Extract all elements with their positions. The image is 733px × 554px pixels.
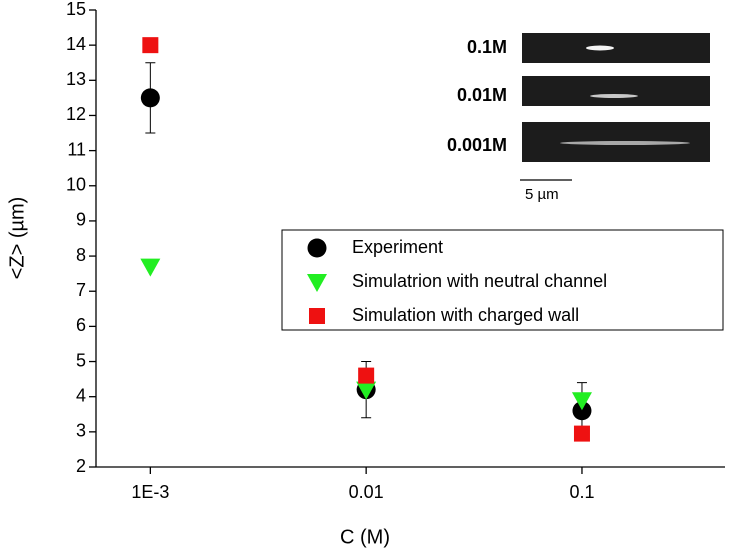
inset-image: [522, 33, 710, 63]
legend-marker: [309, 308, 325, 324]
inset-streak: [586, 45, 614, 51]
y-tick-label: 13: [66, 69, 86, 89]
y-tick-label: 4: [76, 385, 86, 405]
legend-label: Simulation with charged wall: [352, 305, 579, 325]
legend-marker: [307, 238, 327, 258]
inset-label: 0.01M: [457, 85, 507, 105]
inset-streak: [560, 141, 690, 145]
x-tick-label: 0.1: [569, 482, 594, 502]
y-tick-label: 7: [76, 280, 86, 300]
legend-marker: [307, 274, 327, 292]
y-tick-label: 8: [76, 245, 86, 265]
inset-label: 0.001M: [447, 135, 507, 155]
y-axis-title: <Z> (µm): [6, 197, 28, 280]
y-tick-label: 12: [66, 104, 86, 124]
point: [140, 88, 160, 108]
y-tick-label: 3: [76, 421, 86, 441]
inset-image: [522, 76, 710, 106]
point: [571, 392, 592, 411]
point: [140, 258, 161, 277]
point: [573, 425, 590, 442]
y-tick-label: 15: [66, 0, 86, 19]
y-tick-label: 10: [66, 175, 86, 195]
inset-streak: [590, 94, 638, 98]
x-axis-title: C (M): [340, 526, 390, 548]
x-tick-label: 1E-3: [131, 482, 169, 502]
legend-label: Simulatrion with neutral channel: [352, 271, 607, 291]
x-tick-label: 0.01: [349, 482, 384, 502]
y-tick-label: 11: [67, 139, 86, 159]
inset-label: 0.1M: [467, 37, 507, 57]
y-tick-label: 6: [76, 315, 86, 335]
point: [572, 401, 592, 421]
point: [358, 367, 375, 384]
inset: 0.1M 0.01M 0.001M 5 µm: [447, 33, 710, 203]
point: [356, 381, 377, 400]
scale-bar-label: 5 µm: [525, 186, 559, 203]
y-tick-label: 14: [66, 34, 86, 54]
legend-label: Experiment: [352, 237, 443, 257]
y-tick-label: 2: [76, 456, 86, 476]
y-tick-label: 5: [76, 350, 86, 370]
y-tick-label: 9: [76, 210, 86, 230]
legend-box: [281, 229, 724, 331]
point: [142, 37, 159, 54]
